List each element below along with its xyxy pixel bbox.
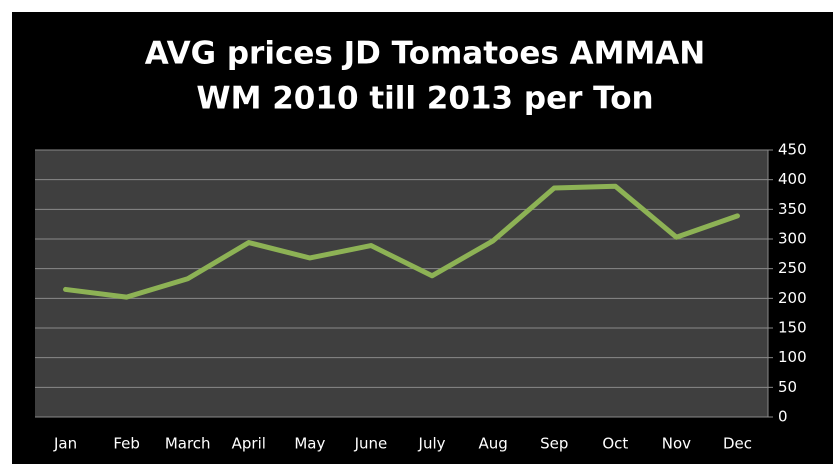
x-tick-label: Nov	[662, 435, 691, 453]
x-tick-label: May	[294, 435, 325, 453]
plot-area	[35, 150, 768, 417]
y-tick-label: 450	[778, 141, 807, 159]
y-tick-label: 100	[778, 348, 807, 366]
x-tick-label: April	[232, 435, 266, 453]
x-tick-label: Oct	[602, 435, 628, 453]
x-tick-label: Feb	[113, 435, 140, 453]
y-tick-label: 250	[778, 259, 807, 277]
x-tick-label: Jan	[53, 435, 77, 453]
y-tick-label: 400	[778, 170, 807, 188]
x-tick-label: Sep	[540, 435, 568, 453]
x-tick-label: June	[354, 435, 388, 453]
data-line	[63, 183, 740, 300]
y-tick-label: 200	[778, 289, 807, 307]
y-tick-label: 150	[778, 319, 807, 337]
y-tick-label: 0	[778, 408, 788, 426]
chart-title: AVG prices JD Tomatoes AMMAN	[145, 36, 705, 72]
y-tick-label: 350	[778, 200, 807, 218]
x-tick-label: Dec	[723, 435, 752, 453]
chart-title: WM 2010 till 2013 per Ton	[196, 81, 653, 117]
x-tick-label: March	[165, 435, 211, 453]
y-tick-label: 300	[778, 230, 807, 248]
y-tick-label: 50	[778, 378, 797, 396]
x-tick-label: Aug	[478, 435, 507, 453]
x-tick-label: July	[418, 435, 446, 453]
